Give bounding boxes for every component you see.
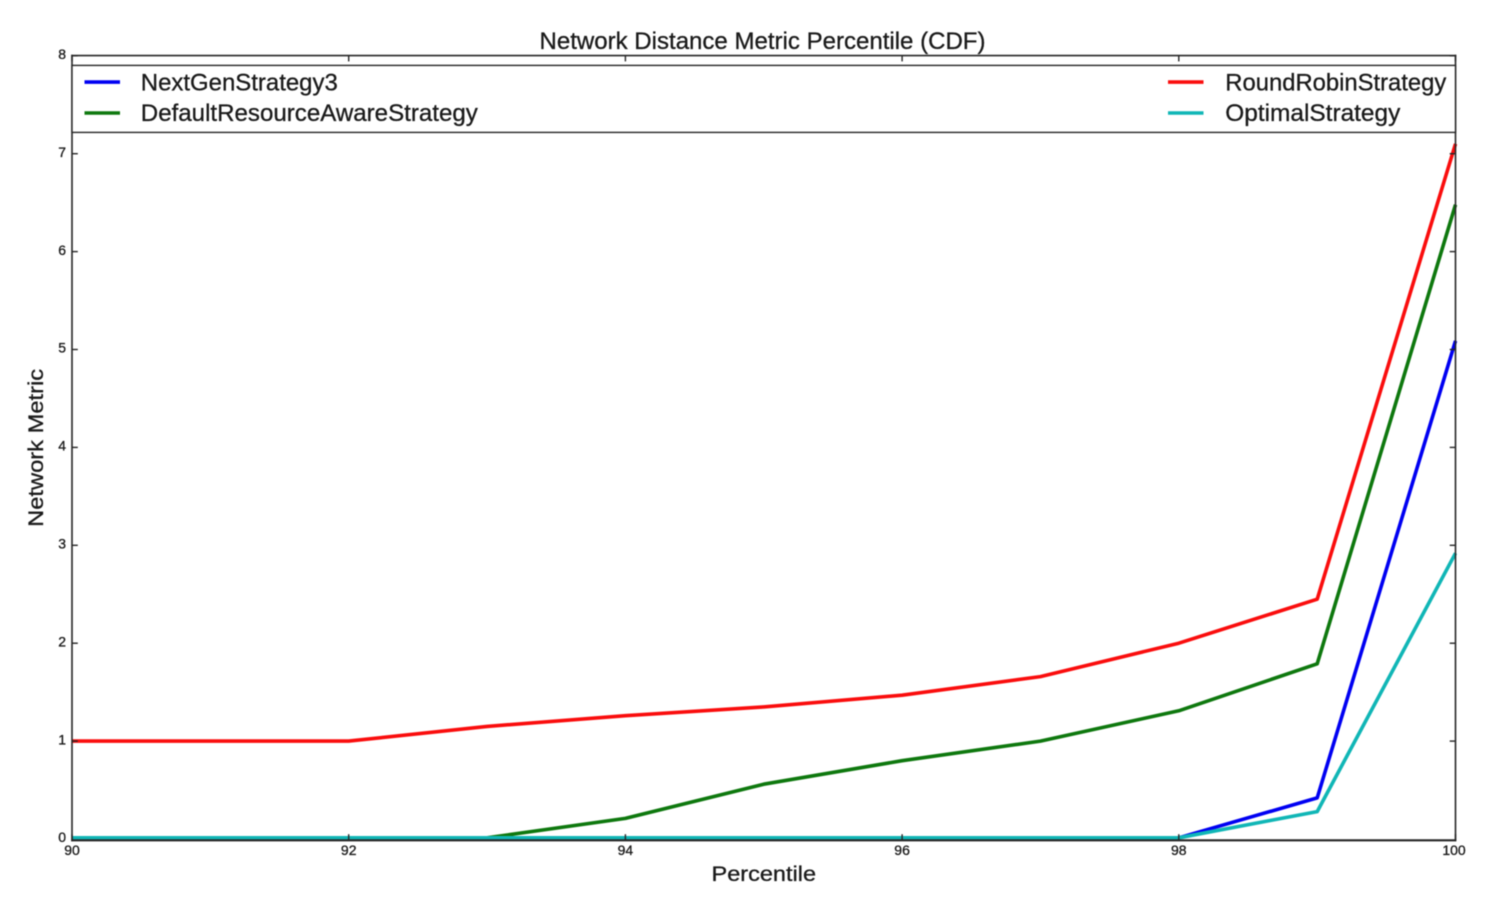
svg-text:Network Metric: Network Metric bbox=[25, 369, 48, 527]
svg-text:0: 0 bbox=[58, 829, 66, 845]
svg-text:6: 6 bbox=[58, 242, 66, 258]
svg-text:RoundRobinStrategy: RoundRobinStrategy bbox=[1225, 69, 1446, 96]
svg-text:98: 98 bbox=[1171, 842, 1187, 858]
svg-text:7: 7 bbox=[58, 144, 66, 160]
svg-text:2: 2 bbox=[58, 633, 66, 649]
svg-text:94: 94 bbox=[618, 842, 634, 858]
svg-text:8: 8 bbox=[58, 46, 66, 62]
svg-text:3: 3 bbox=[58, 536, 66, 552]
svg-text:DefaultResourceAwareStrategy: DefaultResourceAwareStrategy bbox=[141, 100, 478, 127]
svg-text:100: 100 bbox=[1442, 842, 1466, 858]
svg-text:5: 5 bbox=[58, 340, 66, 356]
svg-text:OptimalStrategy: OptimalStrategy bbox=[1225, 100, 1400, 127]
svg-text:90: 90 bbox=[64, 842, 80, 858]
svg-text:1: 1 bbox=[58, 731, 66, 747]
svg-text:4: 4 bbox=[58, 438, 66, 454]
svg-text:NextGenStrategy3: NextGenStrategy3 bbox=[141, 69, 338, 96]
svg-text:Percentile: Percentile bbox=[712, 863, 817, 886]
svg-text:92: 92 bbox=[341, 842, 357, 858]
svg-text:Network Distance Metric Percen: Network Distance Metric Percentile (CDF) bbox=[540, 28, 986, 55]
svg-text:96: 96 bbox=[894, 842, 910, 858]
